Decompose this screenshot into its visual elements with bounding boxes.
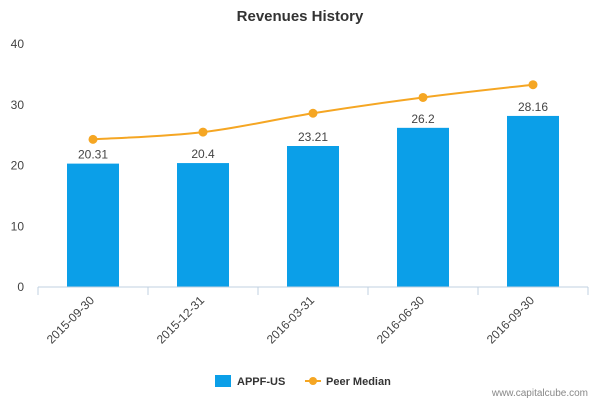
bar — [507, 115, 559, 287]
y-tick-label: 10 — [11, 219, 25, 233]
x-tick-label: 2016-09-30 — [484, 293, 538, 347]
x-tick-label: 2015-12-31 — [154, 293, 208, 347]
peer-median-point — [418, 92, 428, 102]
bar-data-label: 20.4 — [191, 147, 215, 161]
x-axis: 2015-09-30 2015-12-31 2016-03-31 2016-06-30… — [37, 286, 589, 347]
bar — [287, 145, 339, 287]
y-tick-label: 40 — [11, 37, 25, 51]
peer-median-point — [88, 134, 98, 144]
bar-data-label: 23.21 — [298, 130, 328, 144]
x-tick-label: 2016-03-31 — [264, 293, 318, 347]
legend-marker-peer-median — [309, 377, 317, 385]
y-tick-label: 20 — [11, 159, 25, 173]
bar — [397, 127, 449, 288]
credit-text: www.capitalcube.com — [491, 388, 588, 399]
peer-median-series — [88, 80, 538, 144]
bar — [177, 163, 229, 287]
legend-swatch-appf-us — [215, 375, 231, 387]
y-axis: 0 10 20 30 40 — [11, 37, 25, 294]
bar-data-label: 26.2 — [411, 112, 435, 126]
y-tick-label: 30 — [11, 98, 25, 112]
x-tick-label: 2016-06-30 — [374, 293, 428, 347]
legend-label-appf-us: APPF-US — [237, 376, 285, 388]
peer-median-point — [198, 127, 208, 137]
bar — [67, 163, 119, 287]
bar-data-label: 20.31 — [78, 148, 108, 162]
legend: APPF-US Peer Median — [215, 375, 391, 388]
x-tick-label: 2015-09-30 — [44, 293, 98, 347]
bar-data-label: 28.16 — [518, 100, 548, 114]
bar-series: 20.31 20.4 23.21 26.2 28.16 — [67, 100, 559, 288]
y-tick-label: 0 — [17, 280, 24, 294]
peer-median-point — [308, 108, 318, 118]
peer-median-point — [528, 80, 538, 90]
chart-title: Revenues History — [237, 8, 364, 25]
legend-label-peer-median: Peer Median — [326, 376, 391, 388]
